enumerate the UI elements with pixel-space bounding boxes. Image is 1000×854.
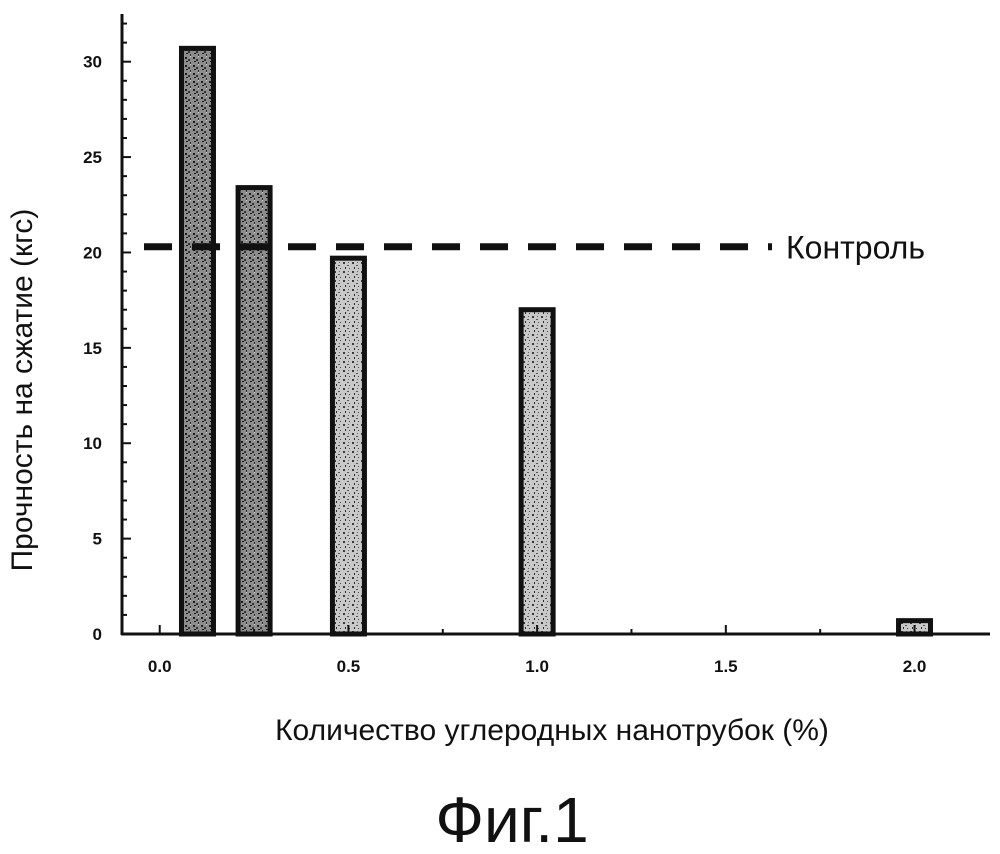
control-label: Контроль xyxy=(786,230,925,266)
y-tick-label: 10 xyxy=(83,434,102,453)
bar xyxy=(332,258,364,634)
bar xyxy=(181,48,213,634)
bar xyxy=(238,188,270,634)
x-tick-label: 1.0 xyxy=(525,657,549,676)
x-tick-label: 0.0 xyxy=(148,657,172,676)
y-axis-title: Прочность на сжатие (кгс) xyxy=(6,209,39,572)
bars xyxy=(181,48,930,634)
y-tick-label: 20 xyxy=(83,243,102,262)
x-tick-label: 0.5 xyxy=(337,657,361,676)
x-tick-label: 2.0 xyxy=(903,657,927,676)
y-axis-ticks: 0 5 10 15 20 25 30 xyxy=(83,24,131,644)
x-tick-label: 1.5 xyxy=(714,657,738,676)
y-tick-label: 30 xyxy=(83,53,102,72)
y-tick-label: 0 xyxy=(93,625,102,644)
plot-area: Контроль 0 5 10 15 20 25 30 0.0 0.5 1.0 1.5 2.0 xyxy=(83,14,990,676)
y-tick-label: 15 xyxy=(83,339,102,358)
bar xyxy=(521,310,553,634)
figure-caption: Фиг.1 xyxy=(435,784,588,854)
y-tick-label: 5 xyxy=(93,530,102,549)
y-tick-label: 25 xyxy=(83,148,102,167)
x-axis-title: Количество углеродных нанотрубок (%) xyxy=(275,714,829,747)
